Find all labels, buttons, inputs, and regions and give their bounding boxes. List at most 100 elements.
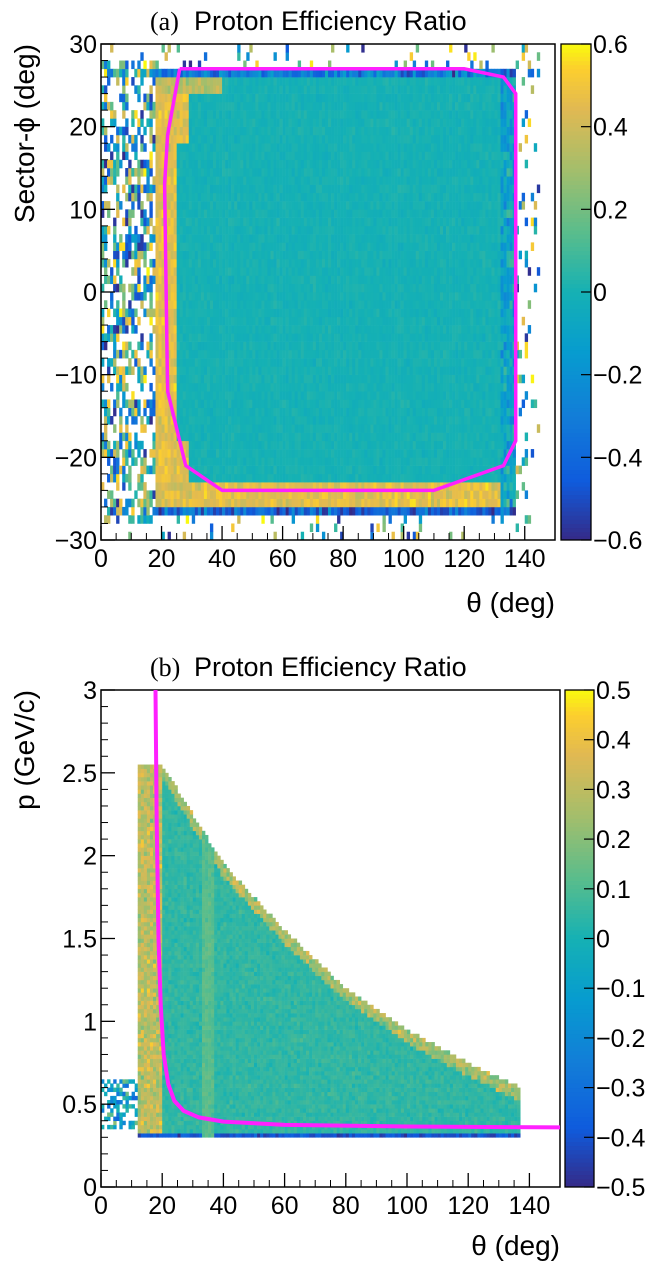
heatmap-cell — [246, 168, 250, 177]
heatmap-cell — [285, 292, 289, 301]
heatmap-cell — [116, 250, 120, 260]
heatmap-cell — [225, 473, 229, 483]
heatmap-cell — [288, 168, 292, 177]
heatmap-cell — [373, 258, 377, 268]
heatmap-cell — [125, 349, 129, 359]
heatmap-cell — [376, 457, 380, 466]
heatmap-cell — [149, 358, 153, 367]
heatmap-cell — [288, 101, 292, 111]
heatmap-cell — [267, 366, 271, 375]
heatmap-cell — [297, 118, 302, 127]
heatmap-cell — [228, 465, 232, 475]
heatmap-cell — [373, 275, 377, 285]
heatmap-cell — [185, 143, 190, 152]
heatmap-cell — [337, 490, 341, 499]
heatmap-cell — [328, 308, 332, 318]
heatmap-cell — [143, 399, 147, 409]
heatmap-cell — [364, 275, 368, 285]
heatmap-cell — [107, 333, 111, 342]
heatmap-cell — [306, 465, 311, 475]
heatmap-cell — [300, 416, 305, 425]
heatmap-cell — [237, 217, 241, 227]
heatmap-cell — [358, 316, 362, 326]
heatmap-cell — [143, 68, 147, 78]
heatmap-cell — [273, 101, 277, 111]
heatmap-cell — [328, 292, 332, 301]
heatmap-cell — [264, 432, 268, 442]
heatmap-cell — [258, 184, 262, 194]
heatmap-cell — [388, 391, 392, 400]
heatmap-cell — [170, 341, 174, 351]
heatmap-cell — [376, 465, 380, 475]
heatmap-cell — [249, 217, 253, 227]
heatmap-cell — [288, 201, 292, 210]
heatmap-cell — [212, 416, 217, 425]
heatmap-cell — [370, 432, 374, 442]
heatmap-cell — [231, 325, 235, 334]
heatmap-cell — [331, 308, 335, 318]
heatmap-cell — [337, 192, 341, 202]
heatmap-cell — [246, 416, 250, 425]
heatmap-cell — [122, 250, 126, 260]
heatmap-cell — [182, 101, 187, 111]
heatmap-cell — [264, 358, 268, 367]
heatmap-cell — [318, 134, 323, 144]
heatmap-cell — [134, 283, 138, 293]
heatmap-cell — [276, 85, 280, 94]
heatmap-cell — [128, 134, 132, 144]
heatmap-cell — [267, 85, 271, 94]
heatmap-cell — [234, 391, 238, 400]
heatmap-cell — [206, 134, 211, 144]
heatmap-cell — [285, 44, 289, 53]
heatmap-cell — [170, 473, 174, 483]
heatmap-cell — [197, 126, 202, 136]
heatmap-cell — [300, 101, 305, 111]
heatmap-cell — [312, 250, 317, 260]
heatmap-cell — [343, 292, 347, 301]
heatmap-cell — [318, 101, 323, 111]
heatmap-cell — [391, 275, 395, 285]
heatmap-cell — [355, 93, 359, 103]
heatmap-cell — [273, 225, 277, 235]
heatmap-cell — [170, 457, 174, 466]
heatmap-cell — [279, 308, 283, 318]
heatmap-cell — [206, 482, 211, 491]
heatmap-cell — [291, 465, 296, 475]
heatmap-cell — [179, 300, 184, 309]
heatmap-cell — [110, 449, 114, 458]
heatmap-cell — [249, 465, 253, 475]
heatmap-cell — [200, 234, 205, 243]
heatmap-cell — [203, 374, 208, 384]
heatmap-cell — [276, 77, 280, 86]
heatmap-cell — [131, 391, 135, 400]
heatmap-cell — [376, 391, 380, 400]
heatmap-cell — [349, 482, 353, 491]
heatmap-cell — [370, 506, 374, 516]
heatmap-cell — [282, 234, 286, 243]
heatmap-cell — [382, 68, 386, 78]
heatmap-cell — [367, 283, 371, 293]
heatmap-cell — [131, 325, 135, 334]
heatmap-cell — [173, 201, 177, 210]
heatmap-cell — [331, 424, 335, 433]
heatmap-cell — [370, 110, 374, 119]
heatmap-cell — [300, 93, 305, 103]
heatmap-cell — [346, 192, 350, 202]
heatmap-cell — [358, 341, 362, 351]
heatmap-cell — [173, 391, 177, 400]
heatmap-cell — [379, 391, 383, 400]
heatmap-cell — [321, 143, 326, 152]
heatmap-cell — [291, 498, 296, 508]
heatmap-cell — [231, 292, 235, 301]
heatmap-cell — [143, 490, 147, 499]
heatmap-cell — [379, 234, 383, 243]
heatmap-cell — [176, 292, 180, 301]
heatmap-cell — [197, 225, 202, 235]
heatmap-cell — [185, 399, 190, 409]
heatmap-cell — [373, 68, 377, 78]
heatmap-cell — [182, 217, 187, 227]
heatmap-cell — [352, 101, 356, 111]
heatmap-cell — [234, 440, 238, 450]
heatmap-cell — [282, 126, 286, 136]
heatmap-cell — [388, 407, 392, 417]
